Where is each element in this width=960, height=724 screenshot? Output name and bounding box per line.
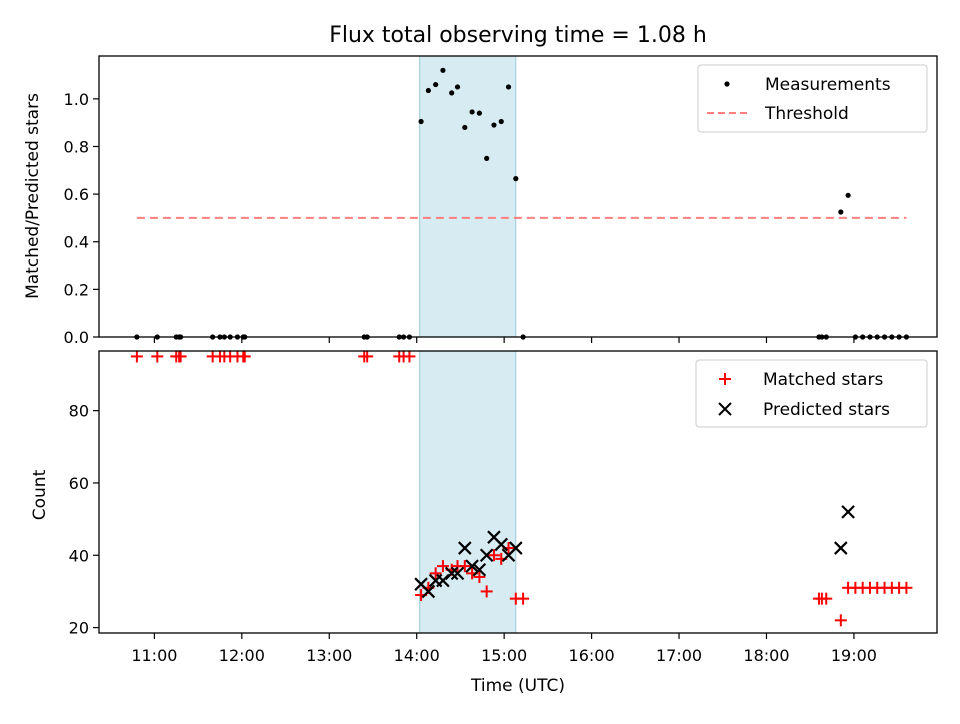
matched-star-point xyxy=(458,560,471,573)
x-tick-label: 16:00 xyxy=(569,646,615,665)
matched-star-point xyxy=(130,350,143,363)
measurement-point xyxy=(513,176,519,182)
ratio-y-tick-label: 0.4 xyxy=(64,233,89,252)
measurement-point xyxy=(462,124,468,131)
measurement-point xyxy=(449,90,455,96)
x-tick-label: 13:00 xyxy=(306,646,352,665)
predicted-star-point xyxy=(421,584,436,599)
ratio-panel-frame xyxy=(98,55,938,338)
matched-star-point xyxy=(174,350,187,363)
count-legend-frame xyxy=(695,359,928,428)
ratio-shaded-window xyxy=(419,55,517,338)
legend-marker-measurements xyxy=(724,81,730,87)
matched-star-point xyxy=(403,350,416,363)
predicted-star-point xyxy=(841,505,855,519)
ratio-y-tick-label: 0.0 xyxy=(64,328,89,347)
ratio-legend-frame xyxy=(697,64,928,133)
measurement-point xyxy=(418,118,424,125)
measurement-point xyxy=(469,109,475,115)
ratio-panel: 0.0 0.2 0.4 0.6 0.8 1.0 Matched/Predicted sta… xyxy=(23,55,938,347)
count-shaded-window xyxy=(419,350,517,634)
measurement-point xyxy=(476,110,482,116)
count-y-tick-label: 80 xyxy=(69,402,89,421)
measurement-point xyxy=(484,155,490,161)
measurement-point xyxy=(454,84,461,90)
matched-star-point xyxy=(238,350,251,363)
x-tick-label: 18:00 xyxy=(743,646,789,665)
matched-star-point xyxy=(151,350,164,363)
measurement-point xyxy=(491,122,497,128)
measurement-point xyxy=(505,84,512,90)
ratio-y-tick-label: 0.2 xyxy=(64,280,89,299)
x-tick-label: 15:00 xyxy=(481,646,527,665)
matched-star-point xyxy=(517,592,530,605)
observing-window-span xyxy=(419,55,517,338)
ratio-plot-area xyxy=(134,67,909,340)
matched-star-point xyxy=(361,350,374,363)
measurement-point xyxy=(425,87,431,94)
count-panel: 11:00 12:00 13:00 14:00 15:00 16:00 17:00 18:00… xyxy=(30,350,938,696)
count-y-tick-label: 60 xyxy=(69,474,89,493)
predicted-star-point xyxy=(465,559,479,573)
matched-star-point xyxy=(900,581,913,594)
x-tick-label: 12:00 xyxy=(219,646,265,665)
measurement-point xyxy=(845,192,851,198)
predicted-star-point xyxy=(444,566,459,581)
count-y-tick-label: 20 xyxy=(69,619,89,638)
matched-star-point xyxy=(429,567,442,580)
predicted-star-point xyxy=(494,537,509,552)
legend-marker-matched-stars xyxy=(719,373,731,385)
ratio-y-tick-label: 1.0 xyxy=(64,90,89,109)
ratio-y-tick-label: 0.8 xyxy=(64,137,89,156)
x-tick-label: 17:00 xyxy=(656,646,702,665)
ratio-y-axis-label: Matched/Predicted stars xyxy=(23,93,43,299)
predicted-star-point xyxy=(509,541,523,555)
matched-star-point xyxy=(480,585,493,598)
measurement-point xyxy=(433,81,439,88)
predicted-star-point xyxy=(450,566,465,581)
count-plot-area xyxy=(130,350,913,627)
ratio-panel-axes: 0.0 0.2 0.4 0.6 0.8 1.0 xyxy=(64,90,855,347)
count-legend: Matched stars Predicted stars xyxy=(695,359,928,428)
predicted-star-point xyxy=(458,541,472,555)
legend-label-matched-stars: Matched stars xyxy=(763,370,883,390)
matched-star-point xyxy=(473,570,486,583)
count-panel-axes: 11:00 12:00 13:00 14:00 15:00 16:00 17:00 18:00… xyxy=(69,402,877,665)
x-axis-label: Time (UTC) xyxy=(470,676,565,696)
measurement-point xyxy=(838,209,844,215)
count-panel-frame xyxy=(98,350,938,634)
chart-title: Flux total observing time = 1.08 h xyxy=(329,23,707,48)
legend-marker-predicted-stars xyxy=(718,402,732,416)
x-tick-label: 14:00 xyxy=(394,646,440,665)
matched-star-point xyxy=(487,549,500,562)
matched-star-point xyxy=(436,560,449,573)
ratio-legend: Measurements Threshold xyxy=(697,64,928,133)
matched-star-point xyxy=(834,614,847,627)
observing-window-span-count xyxy=(419,350,517,634)
measurement-point xyxy=(440,67,446,73)
x-tick-label: 19:00 xyxy=(831,646,877,665)
predicted-star-point xyxy=(834,541,848,555)
legend-label-predicted-stars: Predicted stars xyxy=(763,400,890,420)
legend-label-measurements: Measurements xyxy=(765,75,891,95)
legend-label-threshold: Threshold xyxy=(764,104,849,124)
ratio-y-tick-label: 0.6 xyxy=(64,185,89,204)
matched-star-point xyxy=(820,592,833,605)
predicted-star-point xyxy=(479,548,494,563)
predicted-star-point xyxy=(472,562,487,577)
count-y-axis-label: Count xyxy=(30,469,50,520)
measurement-point xyxy=(498,118,504,125)
x-tick-label: 11:00 xyxy=(131,646,177,665)
count-y-tick-label: 40 xyxy=(69,546,89,565)
